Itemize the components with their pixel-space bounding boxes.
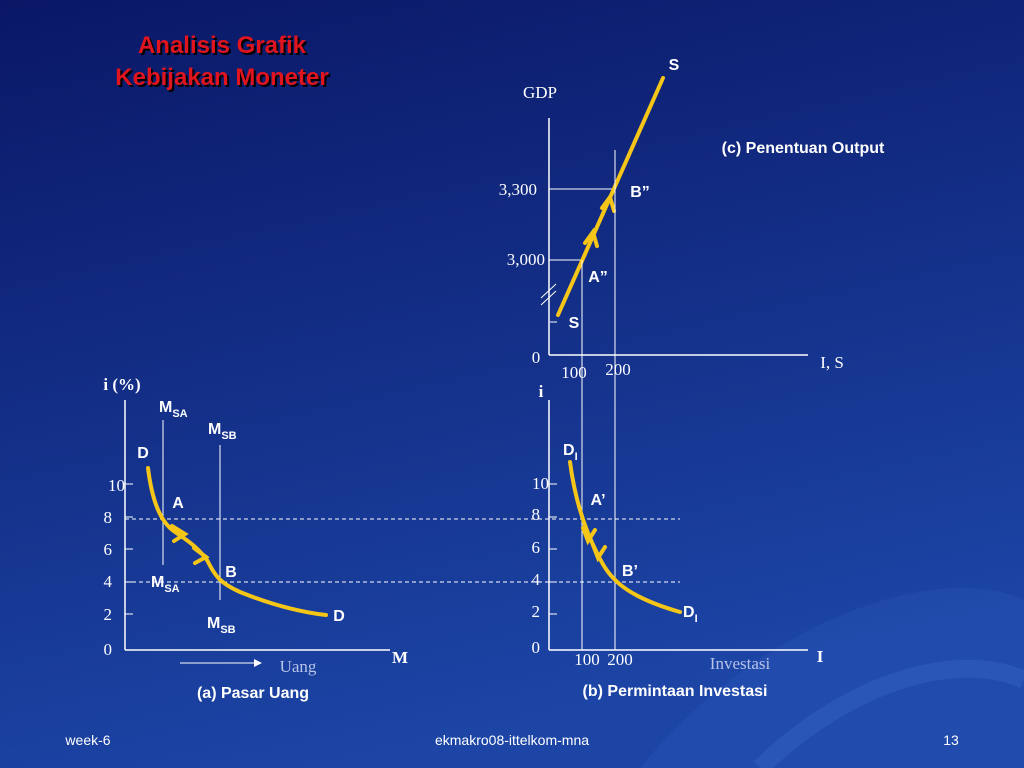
panel-a: i (%) MSA MSB D 10 8 6 4 2 0 A B MSA MSB… — [103, 375, 408, 702]
supply-label: MSA — [159, 399, 188, 420]
arrow — [600, 192, 616, 213]
tick-label: 200 — [607, 650, 633, 669]
caption: (a) Pasar Uang — [197, 685, 309, 702]
axis-label: I — [817, 647, 824, 666]
tick-label: 10 — [108, 476, 125, 495]
arrow — [583, 227, 599, 248]
point-label: A’ — [590, 492, 605, 509]
panel-c: S GDP (c) Penentuan Output 3,300 B” 3,00… — [499, 57, 885, 382]
tick-label: 2 — [532, 602, 541, 621]
arrow — [591, 543, 607, 563]
axis-label: i — [539, 382, 544, 401]
page-number: 13 — [943, 732, 959, 748]
tick-label: 0 — [532, 348, 541, 367]
label-sub: SA — [172, 408, 187, 420]
tick-label: 0 — [532, 638, 541, 657]
label-main: D — [683, 604, 695, 621]
tick-label: 100 — [574, 650, 600, 669]
curve-label: D — [333, 608, 345, 625]
label-sub: SB — [221, 430, 236, 442]
tick-label: 0 — [104, 640, 113, 659]
label-sub: I — [575, 451, 578, 463]
curve-label: DI — [563, 442, 578, 463]
label-main: M — [159, 399, 172, 416]
break — [540, 290, 557, 306]
tick-label: 4 — [104, 572, 113, 591]
axis-label: GDP — [523, 83, 557, 102]
swirl — [640, 587, 1024, 768]
arrow — [581, 526, 597, 546]
supply-label: MSB — [208, 421, 237, 442]
point-label: A” — [588, 269, 608, 286]
axis-label: I, S — [820, 353, 844, 372]
point-label: B” — [630, 184, 650, 201]
point-label: B’ — [622, 563, 638, 580]
label-main: M — [208, 421, 221, 438]
swirl — [753, 659, 1024, 768]
label-sub: I — [695, 613, 698, 625]
tick-label: 3,300 — [499, 180, 537, 199]
axis-label: i (%) — [103, 375, 140, 394]
tick-label: 10 — [532, 474, 549, 493]
demand-curve — [146, 466, 328, 617]
curve-label: D — [137, 445, 149, 462]
title-shadow: Analisis Grafik — [140, 34, 309, 61]
point-label: A — [172, 495, 184, 512]
label-sub: SA — [164, 583, 179, 595]
tick-label: 2 — [104, 605, 113, 624]
tick-label: 200 — [605, 360, 631, 379]
label-main: M — [207, 615, 220, 632]
curve-label: DI — [683, 604, 698, 625]
label-main: M — [151, 574, 164, 591]
label-sub: SB — [220, 624, 235, 636]
ticks — [549, 483, 557, 615]
supply-label: MSB — [207, 615, 236, 636]
tick-label: 100 — [561, 363, 587, 382]
arrow — [192, 546, 210, 565]
tick-label: 4 — [532, 570, 541, 589]
arrow — [170, 524, 189, 543]
axis-name: Investasi — [710, 654, 771, 673]
axis-label: M — [392, 648, 408, 667]
title: Analisis Grafik Analisis Grafik Kebijaka… — [115, 32, 330, 93]
footer-left: week-6 — [64, 732, 110, 748]
curve-label: S — [669, 57, 680, 74]
caption: (c) Penentuan Output — [722, 140, 885, 157]
caption: (b) Permintaan Investasi — [583, 683, 768, 700]
axis-name: Uang — [280, 657, 317, 676]
title-line: Kebijakan Moneter — [115, 64, 328, 91]
label-main: D — [563, 442, 575, 459]
break — [540, 283, 557, 299]
tick-label: 6 — [532, 538, 541, 557]
title-shadow: Kebijakan Moneter — [117, 66, 330, 93]
title-line: Analisis Grafik — [138, 32, 307, 59]
tick-label: 6 — [104, 540, 113, 559]
panel-b: i DI 10 8 6 4 2 0 A’ B’ DI 100 200 Inves… — [532, 382, 824, 700]
supply-label: MSA — [151, 574, 180, 595]
tick-label: 8 — [104, 508, 113, 527]
ticks — [125, 483, 133, 615]
footer-center: ekmakro08-ittelkom-mna — [435, 732, 589, 748]
point-label: B — [225, 564, 237, 581]
tick-label: 3,000 — [507, 250, 545, 269]
tick-label: 8 — [532, 505, 541, 524]
curve-label: S — [569, 315, 580, 332]
